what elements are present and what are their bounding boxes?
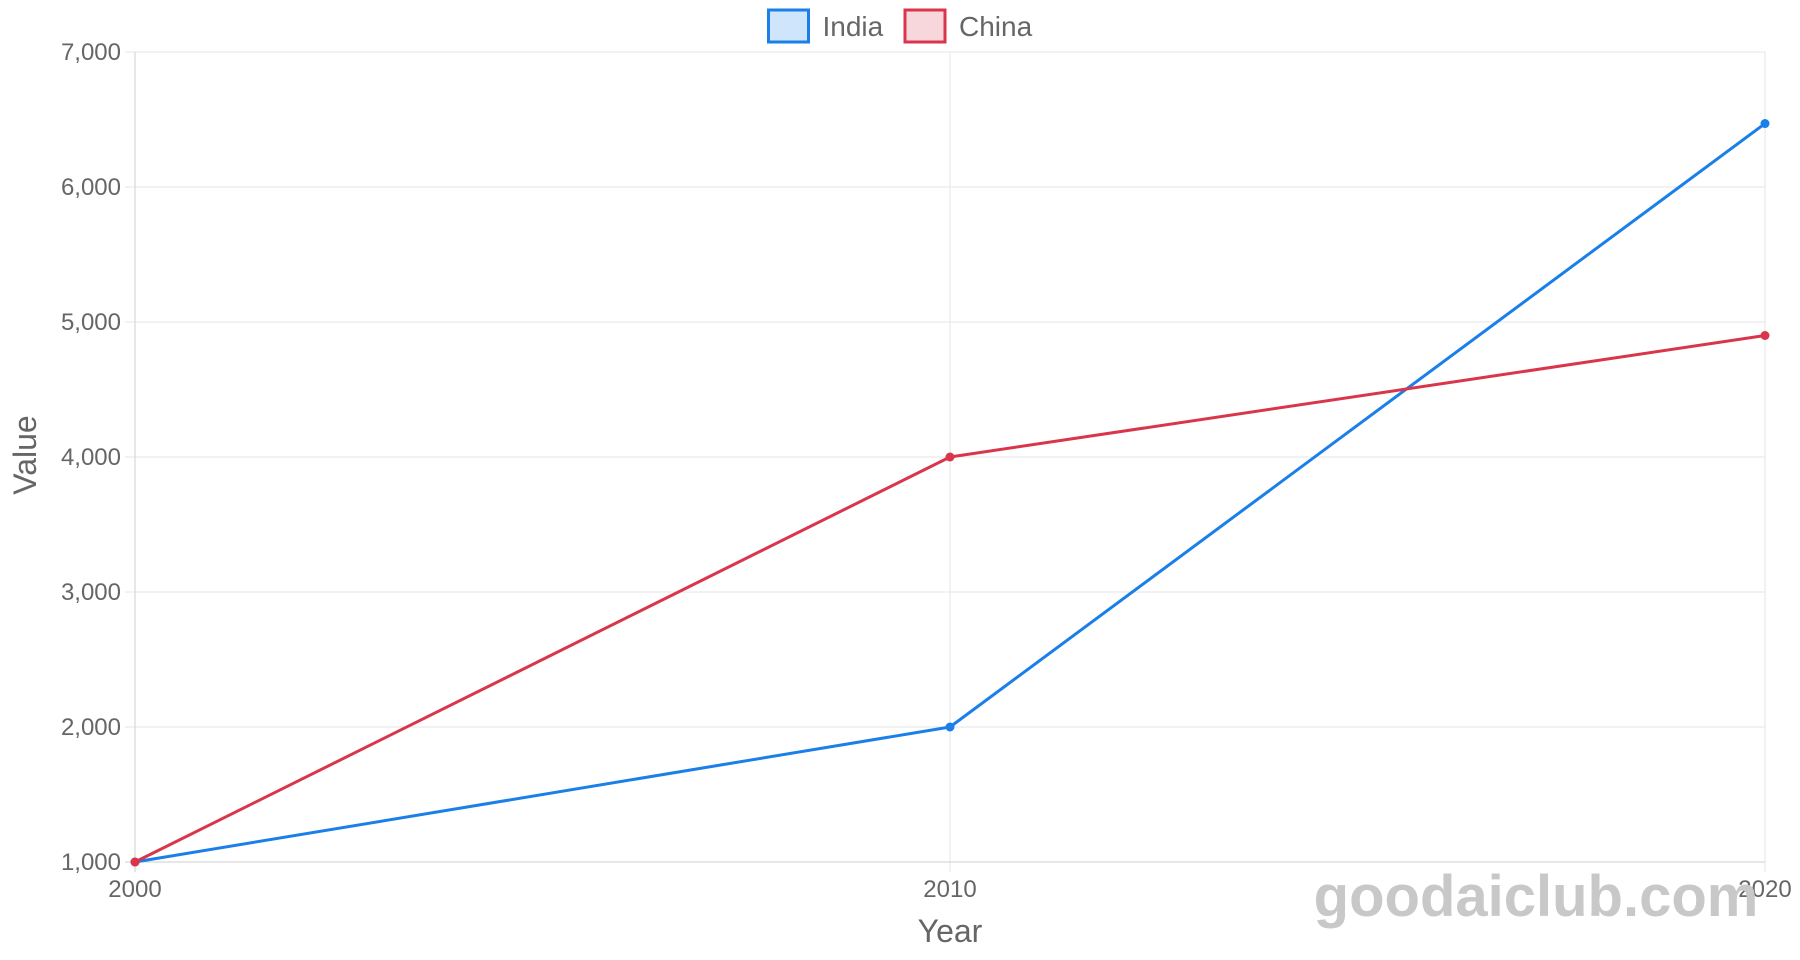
grid-lines [125,51,1766,872]
watermark-text: goodaiclub.com [1314,864,1759,929]
y-tick-label: 3,000 [61,579,121,606]
y-tick-label: 5,000 [61,309,121,336]
data-point-china[interactable] [945,452,955,462]
data-point-india[interactable] [1760,119,1770,129]
series-points [130,119,1770,867]
x-axis-title: Year [918,913,983,949]
x-tick-label: 2000 [108,876,161,903]
legend-swatch-china [903,8,947,44]
data-point-india[interactable] [945,722,955,732]
tick-labels: 1,000 2,000 3,000 4,000 5,000 6,000 7,000 2000 2… [61,39,1792,903]
data-point-china[interactable] [130,857,140,867]
y-tick-label: 7,000 [61,39,121,66]
legend-swatch-india [767,8,810,44]
x-tick-label: 2020 [1738,876,1791,903]
axes [134,52,1765,863]
legend-item-china[interactable]: China [903,8,1033,44]
legend[interactable]: India China [767,8,1033,44]
y-axis-title: Value [7,415,43,494]
y-tick-label: 4,000 [61,444,121,471]
x-tick-label: 2010 [923,876,976,903]
legend-label-china: China [959,11,1033,42]
data-point-china[interactable] [1760,331,1770,340]
y-tick-label: 6,000 [61,174,121,201]
legend-label-india: India [823,11,884,42]
y-tick-label: 2,000 [61,714,121,741]
legend-item-india[interactable]: India [767,8,884,44]
y-tick-label: 1,000 [61,849,121,876]
